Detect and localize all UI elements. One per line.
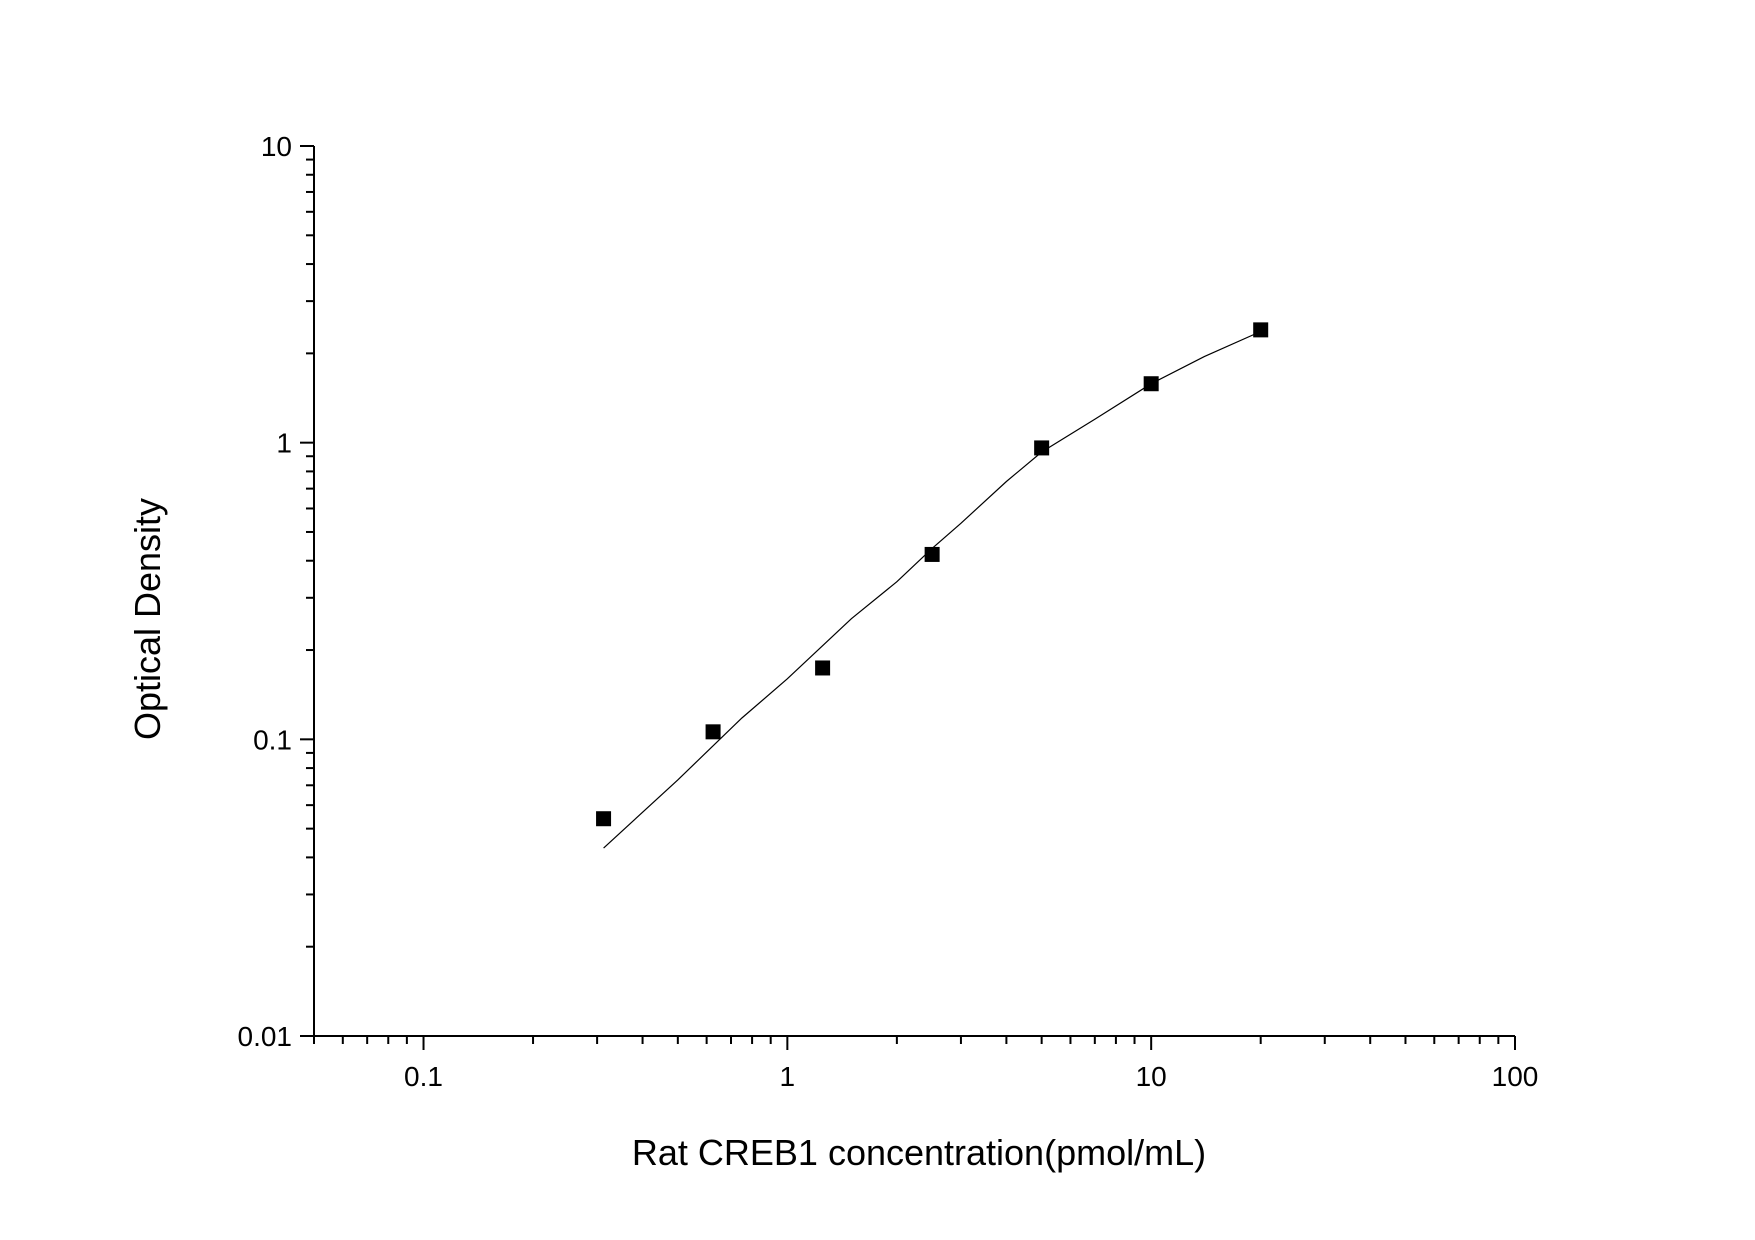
data-points bbox=[596, 322, 1269, 827]
data-point bbox=[815, 660, 831, 676]
x-tick-label: 1 bbox=[780, 1061, 796, 1092]
y-tick-label: 0.01 bbox=[238, 1021, 293, 1052]
y-tick-label: 1 bbox=[276, 428, 292, 459]
fit-curve bbox=[603, 330, 1261, 849]
x-axis-title: Rat CREB1 concentration(pmol/mL) bbox=[632, 1132, 1206, 1173]
x-tick-label: 10 bbox=[1136, 1061, 1167, 1092]
data-point bbox=[924, 546, 940, 562]
data-point bbox=[1034, 440, 1050, 456]
x-tick-label: 0.1 bbox=[404, 1061, 443, 1092]
x-tick-label: 100 bbox=[1492, 1061, 1539, 1092]
axes: 0.1 1 10 100 0.01 0.1 1 10 bbox=[238, 131, 1539, 1092]
y-ticks: 0.01 0.1 1 10 bbox=[238, 131, 314, 1052]
y-tick-label: 10 bbox=[261, 131, 292, 162]
y-tick-label: 0.1 bbox=[253, 724, 292, 755]
data-point bbox=[596, 811, 612, 827]
data-point bbox=[1143, 376, 1159, 392]
x-ticks: 0.1 1 10 100 bbox=[313, 1036, 1539, 1092]
data-point bbox=[705, 724, 721, 740]
data-point bbox=[1253, 322, 1269, 338]
y-axis-title: Optical Density bbox=[127, 498, 168, 740]
